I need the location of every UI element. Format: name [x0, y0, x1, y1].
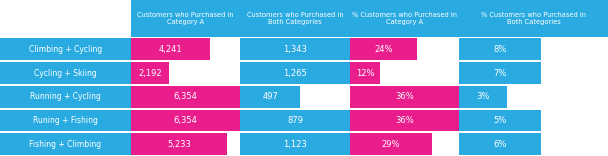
- Bar: [0, 108, 608, 110]
- Text: 1,265: 1,265: [283, 68, 307, 78]
- Bar: [350, 38, 418, 60]
- Bar: [350, 133, 432, 155]
- Text: 3%: 3%: [476, 92, 489, 101]
- Bar: [131, 133, 227, 155]
- Bar: [131, 110, 240, 131]
- Bar: [240, 110, 350, 131]
- Text: 497: 497: [262, 92, 278, 101]
- Text: Climbing + Cycling: Climbing + Cycling: [29, 45, 102, 54]
- Bar: [240, 62, 350, 84]
- Text: 5%: 5%: [493, 116, 506, 125]
- Bar: [131, 38, 210, 60]
- Text: 1,123: 1,123: [283, 140, 307, 149]
- Bar: [0, 85, 131, 109]
- Bar: [459, 133, 541, 155]
- Text: Running + Cycling: Running + Cycling: [30, 92, 101, 101]
- Text: Customers who Purchased in
Both Categories: Customers who Purchased in Both Categori…: [247, 12, 343, 25]
- Bar: [459, 110, 541, 131]
- Bar: [459, 62, 541, 84]
- Bar: [240, 133, 350, 155]
- Bar: [0, 132, 131, 156]
- Text: 6,354: 6,354: [173, 92, 198, 101]
- Text: 879: 879: [287, 116, 303, 125]
- Bar: [459, 38, 541, 60]
- Text: 6%: 6%: [493, 140, 506, 149]
- Text: 12%: 12%: [356, 68, 374, 78]
- Bar: [131, 86, 240, 108]
- Bar: [0, 37, 131, 61]
- Text: 1,343: 1,343: [283, 45, 307, 54]
- Bar: [0, 37, 608, 38]
- Bar: [0, 155, 608, 156]
- Text: 7%: 7%: [493, 68, 506, 78]
- Bar: [350, 86, 459, 108]
- Text: Cycling + Skiing: Cycling + Skiing: [34, 68, 97, 78]
- Bar: [131, 0, 608, 37]
- Bar: [0, 131, 608, 133]
- Text: Runing + Fishing: Runing + Fishing: [33, 116, 98, 125]
- Text: % Customers who Purchased in
Category A: % Customers who Purchased in Category A: [352, 12, 457, 25]
- Text: 36%: 36%: [395, 92, 413, 101]
- Bar: [240, 38, 350, 60]
- Bar: [0, 61, 131, 85]
- Text: 36%: 36%: [395, 116, 413, 125]
- Bar: [240, 86, 300, 108]
- Bar: [0, 37, 608, 38]
- Text: 29%: 29%: [381, 140, 400, 149]
- Text: 24%: 24%: [375, 45, 393, 54]
- Bar: [0, 84, 608, 86]
- Text: 4,241: 4,241: [158, 45, 182, 54]
- Text: % Customers who Purchased in
Both Categories: % Customers who Purchased in Both Catego…: [481, 12, 586, 25]
- Bar: [459, 86, 506, 108]
- Bar: [350, 62, 380, 84]
- Bar: [131, 62, 169, 84]
- Bar: [0, 109, 131, 132]
- Text: 2,192: 2,192: [138, 68, 162, 78]
- Text: Customers who Purchased in
Category A: Customers who Purchased in Category A: [137, 12, 233, 25]
- Text: 6,354: 6,354: [173, 116, 198, 125]
- Text: Fishing + Climbing: Fishing + Climbing: [29, 140, 102, 149]
- Text: 8%: 8%: [493, 45, 506, 54]
- Bar: [0, 60, 608, 62]
- Bar: [350, 110, 459, 131]
- Text: 5,233: 5,233: [167, 140, 191, 149]
